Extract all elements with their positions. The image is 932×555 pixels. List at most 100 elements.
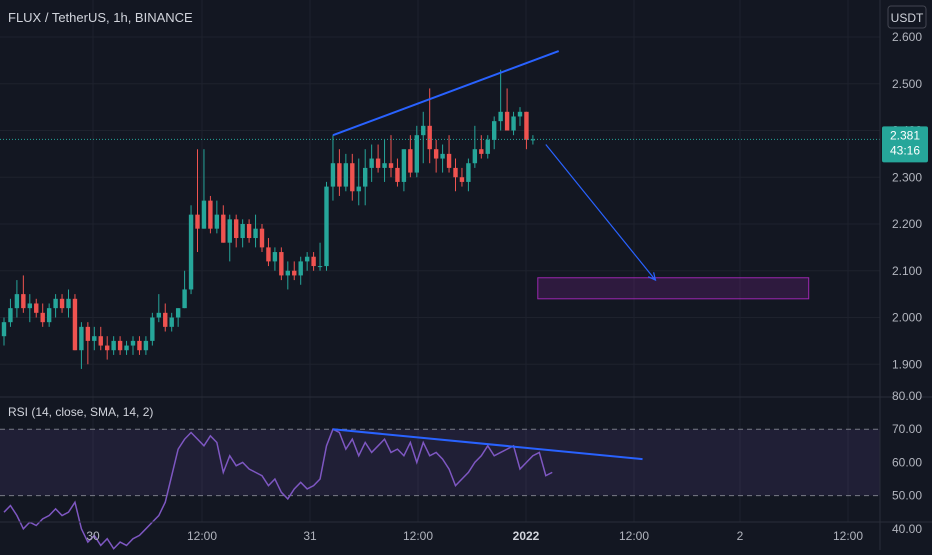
candle-body-up — [440, 153, 445, 159]
candle-body-up — [214, 214, 220, 229]
candle-body-up — [27, 303, 32, 309]
candle-body-up — [188, 214, 194, 290]
candle-body-up — [421, 125, 426, 136]
candle-body-down — [479, 149, 484, 154]
last-price-value: 2.381 — [890, 128, 920, 142]
time-tick-label: 31 — [303, 529, 317, 543]
candle-body-up — [414, 135, 419, 173]
candle-body-down — [524, 111, 529, 140]
currency-box[interactable] — [887, 5, 927, 29]
candle-body-up — [150, 317, 155, 341]
candle-body-down — [85, 326, 91, 341]
candle-body-down — [137, 340, 142, 351]
candle-body-up — [53, 298, 58, 309]
rsi-tick-label: 70.00 — [892, 422, 922, 436]
candlestick-series — [1, 69, 536, 369]
candle-body-up — [369, 158, 374, 168]
candle-body-up — [46, 308, 52, 323]
candle-body-up — [66, 298, 71, 309]
candle-body-down — [453, 167, 458, 178]
candle-body-up — [182, 289, 187, 309]
time-axis[interactable]: 30 12:00 31 12:00 2022 12:00 2 12:00 — [86, 529, 863, 543]
time-tick-label: 30 — [86, 529, 100, 543]
candle-body-down — [350, 163, 355, 192]
candle-body-up — [298, 261, 303, 276]
candle-body-down — [408, 149, 413, 173]
candle-body-up — [285, 270, 290, 276]
candle-body-up — [498, 111, 503, 122]
candle-body-up — [14, 294, 20, 309]
candle-body-up — [272, 252, 278, 262]
candle-body-up — [8, 308, 13, 323]
candle-body-up — [92, 336, 97, 341]
candle-body-up — [363, 167, 368, 187]
last-price-tag-bg — [882, 126, 928, 163]
candle-body-up — [511, 116, 516, 131]
candle-body-up — [111, 340, 116, 351]
candle-body-down — [504, 111, 510, 131]
candle-body-up — [201, 200, 207, 229]
price-tick-label: 2.200 — [892, 217, 922, 231]
symbol-title[interactable]: FLUX / TetherUS, 1h, BINANCE — [8, 10, 193, 25]
candle-body-down — [34, 303, 39, 313]
candle-body-up — [356, 186, 361, 192]
candle-body-down — [98, 336, 103, 346]
projection-arrow[interactable] — [545, 144, 657, 282]
candle-body-down — [105, 345, 110, 351]
rsi-axis[interactable]: 80.00 70.00 60.00 50.00 40.00 — [892, 389, 922, 536]
price-trendline[interactable] — [332, 50, 560, 137]
price-tick-label: 1.900 — [892, 357, 922, 371]
rsi-trendline[interactable] — [332, 428, 643, 461]
candle-body-down — [208, 200, 213, 229]
candle-body-up — [175, 308, 181, 318]
candle-body-up — [401, 149, 407, 182]
candle-body-down — [221, 214, 226, 243]
rsi-tick-label: 50.00 — [892, 489, 922, 503]
candle-body-up — [317, 266, 323, 268]
rsi-tick-label: 80.00 — [892, 389, 922, 403]
candle-body-down — [388, 163, 394, 168]
price-tick-label: 2.000 — [892, 311, 922, 325]
candle-body-up — [253, 228, 258, 239]
candle-body-up — [466, 163, 471, 182]
time-tick-label: 12:00 — [833, 529, 863, 543]
arrow-head — [647, 272, 657, 282]
candle-body-down — [433, 149, 439, 159]
time-tick-label: 2 — [737, 529, 744, 543]
price-tick-label: 2.500 — [892, 77, 922, 91]
candle-body-up — [485, 139, 490, 154]
candle-body-up — [240, 224, 245, 239]
candle-body-down — [279, 252, 284, 276]
candle-body-up — [530, 139, 536, 141]
candle-body-down — [427, 125, 432, 150]
candle-body-up — [517, 111, 523, 117]
time-tick-label: 12:00 — [403, 529, 433, 543]
candle-body-up — [143, 340, 149, 351]
candle-body-up — [343, 163, 349, 187]
last-price-tag: 2.381 43:16 — [882, 126, 928, 163]
time-tick-label: 12:00 — [619, 529, 649, 543]
target-zone-box[interactable] — [537, 277, 810, 300]
candle-body-down — [72, 298, 78, 351]
arrow-shaft — [545, 144, 656, 281]
candle-body-down — [337, 163, 342, 187]
candle-body-up — [130, 340, 136, 346]
candle-body-down — [195, 214, 200, 229]
rsi-tick-label: 40.00 — [892, 522, 922, 536]
candle-body-down — [40, 312, 45, 323]
candle-body-down — [266, 247, 271, 262]
price-tick-label: 2.600 — [892, 30, 922, 44]
price-tick-label: 2.100 — [892, 264, 922, 278]
rsi-grid — [0, 428, 880, 497]
rsi-indicator-label[interactable]: RSI (14, close, SMA, 14, 2) — [8, 405, 153, 419]
candle-body-down — [59, 298, 65, 309]
rsi-tick-label: 60.00 — [892, 455, 922, 469]
price-tick-label: 2.300 — [892, 170, 922, 184]
candle-body-up — [227, 219, 232, 243]
candle-body-up — [304, 256, 310, 262]
candle-body-down — [21, 294, 26, 309]
candle-body-down — [292, 270, 297, 276]
